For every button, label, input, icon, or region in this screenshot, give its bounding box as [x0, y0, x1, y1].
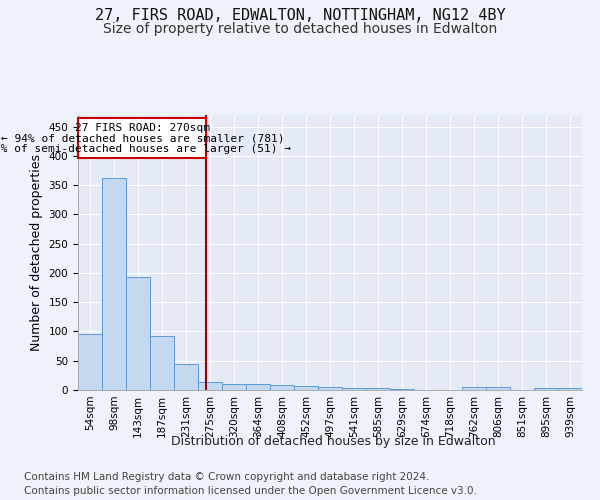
Bar	[558, 388, 582, 390]
Text: Distribution of detached houses by size in Edwalton: Distribution of detached houses by size …	[170, 435, 496, 448]
Bar	[486, 387, 510, 390]
Bar	[318, 387, 342, 390]
Text: ← 94% of detached houses are smaller (781): ← 94% of detached houses are smaller (78…	[1, 133, 284, 143]
Text: 6% of semi-detached houses are larger (51) →: 6% of semi-detached houses are larger (5…	[0, 144, 291, 154]
FancyBboxPatch shape	[79, 118, 206, 158]
Bar	[534, 388, 558, 390]
Bar	[270, 386, 294, 390]
Text: Contains HM Land Registry data © Crown copyright and database right 2024.: Contains HM Land Registry data © Crown c…	[24, 472, 430, 482]
Bar	[150, 336, 174, 390]
Bar	[222, 384, 246, 390]
Bar	[198, 382, 222, 390]
Bar	[366, 388, 390, 390]
Text: 27 FIRS ROAD: 270sqm: 27 FIRS ROAD: 270sqm	[75, 122, 210, 132]
Bar	[126, 277, 150, 390]
Y-axis label: Number of detached properties: Number of detached properties	[30, 154, 43, 351]
Text: Size of property relative to detached houses in Edwalton: Size of property relative to detached ho…	[103, 22, 497, 36]
Bar	[78, 334, 102, 390]
Bar	[102, 178, 126, 390]
Bar	[246, 384, 270, 390]
Text: Contains public sector information licensed under the Open Government Licence v3: Contains public sector information licen…	[24, 486, 477, 496]
Text: 27, FIRS ROAD, EDWALTON, NOTTINGHAM, NG12 4BY: 27, FIRS ROAD, EDWALTON, NOTTINGHAM, NG1…	[95, 8, 505, 22]
Bar	[174, 364, 198, 390]
Bar	[294, 386, 318, 390]
Bar	[462, 387, 486, 390]
Bar	[342, 388, 366, 390]
